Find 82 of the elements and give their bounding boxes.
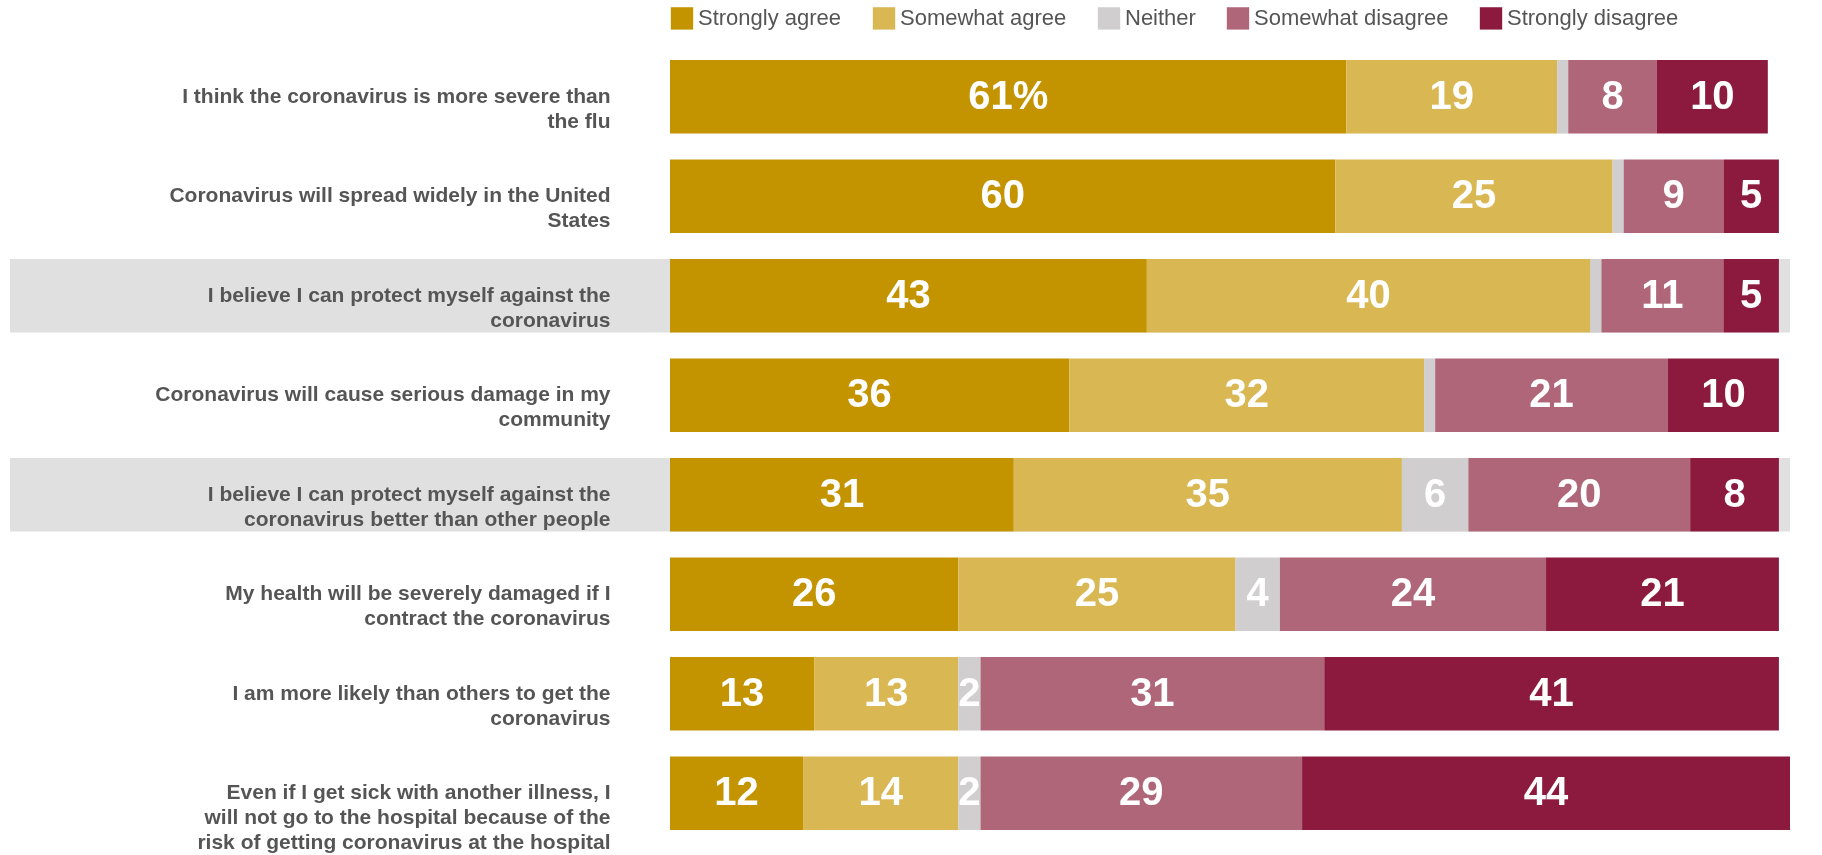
bar [1324,656,1779,731]
data-label: 14 [858,769,904,814]
legend-label: Somewhat disagree [1254,5,1449,31]
y-tick-label: Even if I get sick with another illness, I will not go to the hospital because of the risk of getting coronavirus at the hospital [197,780,611,854]
legend-label: Strongly agree [698,5,842,31]
bar [670,159,1336,234]
data-label: 26 [791,570,837,615]
bar [1723,258,1779,333]
bar [1335,159,1613,234]
bar [814,656,959,731]
data-label: 11 [1641,271,1684,316]
data-label: 36 [847,371,892,416]
bar [1656,59,1768,134]
data-label: 8 [1601,72,1624,117]
data-label: 44 [1523,769,1570,814]
bar [1668,358,1779,433]
bar [1723,159,1779,234]
bar [1302,756,1790,831]
bar [670,59,1347,134]
y-tick-label: I think the coronavirus is more severe than the flu [182,83,611,132]
data-label: 21 [1529,371,1574,416]
data-label: 13 [863,669,909,714]
data-label: 29 [1119,769,1164,814]
bar [670,557,959,632]
bar [1590,258,1602,333]
bar [1612,159,1624,234]
bar [1568,59,1657,134]
y-tick-label: I believe I can protect myself against the coronavirus better than other people [207,481,611,530]
bar [803,756,959,831]
data-label: 12 [714,769,759,814]
bar [1557,59,1569,134]
data-label: 60 [980,172,1025,217]
data-label: 25 [1074,570,1120,615]
bar [670,457,1014,532]
legend-label: Strongly disagree [1507,5,1679,31]
data-label: 5 [1740,172,1763,217]
bar [1146,258,1591,333]
bar [670,258,1147,333]
data-label: 13 [719,669,765,714]
bar [1346,59,1558,134]
y-tick-label: Coronavirus will spread widely in the United States [169,183,611,232]
bar [1401,457,1469,532]
bar [670,358,1070,433]
bar [670,656,815,731]
legend-label: Neither [1125,5,1196,31]
data-label: 32 [1224,371,1269,416]
data-label: 19 [1429,72,1475,117]
data-label: 43 [886,271,931,316]
data-label: 8 [1723,470,1746,515]
bar [1690,457,1779,532]
bar [1279,557,1547,632]
bar [958,557,1236,632]
data-label: 25 [1451,172,1497,217]
bar [1435,358,1669,433]
legend-label: Somewhat agree [900,5,1067,31]
bar [1623,159,1724,234]
data-label: 35 [1185,470,1231,515]
bar [1424,358,1436,433]
data-label: 10 [1690,72,1735,117]
data-label: 5 [1740,271,1763,316]
bar [1013,457,1402,532]
data-label: 20 [1557,470,1602,515]
bar [980,656,1325,731]
data-label: 40 [1346,271,1391,316]
data-label: 10 [1701,371,1746,416]
bar [1601,258,1724,333]
bar [1546,557,1779,632]
y-tick-label: My health will be severely damaged if I contract the coronavirus [225,581,611,630]
bar [980,756,1303,831]
data-label: 41 [1529,669,1574,714]
data-label: 31 [819,470,865,515]
data-label: 24 [1390,570,1436,615]
data-label: 61% [968,72,1049,117]
bar [1069,358,1425,433]
data-label: 31 [1130,669,1175,714]
bar [1468,457,1691,532]
y-tick-label: I am more likely than others to get the coronavirus [232,680,611,729]
y-tick-label: Coronavirus will cause serious damage in my community [155,382,611,431]
data-label: 21 [1640,570,1685,615]
y-tick-label: I believe I can protect myself against the coronavirus [207,282,611,331]
bar [670,756,804,831]
data-label: 9 [1662,172,1685,217]
